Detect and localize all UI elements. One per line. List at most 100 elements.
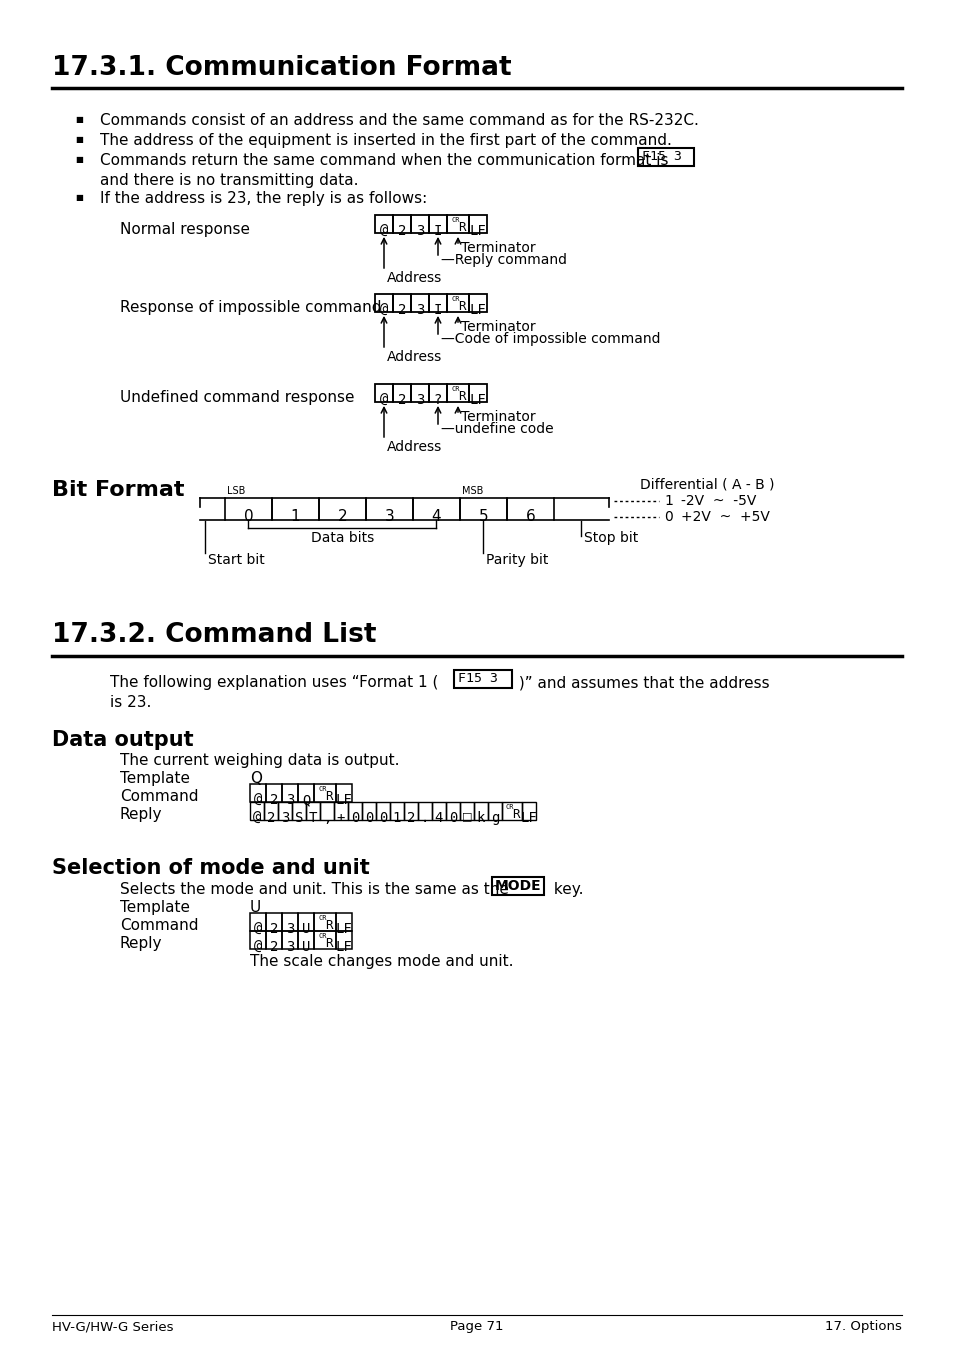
Text: 17. Options: 17. Options — [824, 1320, 901, 1332]
Bar — [413, 498, 459, 520]
Text: U: U — [301, 940, 310, 954]
Text: CR: CR — [318, 786, 327, 792]
Bar — [411, 294, 429, 312]
Text: Address: Address — [387, 271, 442, 285]
Text: MSB: MSB — [461, 486, 483, 495]
Text: 2: 2 — [270, 940, 278, 954]
Text: R: R — [457, 390, 465, 404]
Text: 0: 0 — [448, 811, 456, 825]
Bar — [393, 215, 411, 234]
Bar — [459, 498, 506, 520]
Text: CR: CR — [452, 386, 459, 391]
Bar — [272, 498, 318, 520]
Bar — [506, 498, 554, 520]
Text: 0: 0 — [378, 811, 387, 825]
Text: @: @ — [379, 224, 388, 238]
Bar — [225, 498, 272, 520]
Text: Q: Q — [250, 771, 262, 786]
Bar — [250, 784, 266, 802]
Text: CR: CR — [505, 805, 514, 810]
Text: CR: CR — [318, 933, 327, 940]
Text: 2: 2 — [270, 922, 278, 936]
Bar — [393, 383, 411, 402]
Text: U: U — [301, 922, 310, 936]
Text: ?: ? — [434, 393, 442, 406]
Text: The address of the equipment is inserted in the first part of the command.: The address of the equipment is inserted… — [100, 134, 671, 148]
Text: 2: 2 — [270, 792, 278, 807]
Bar — [318, 498, 366, 520]
Text: Reply: Reply — [120, 807, 162, 822]
Text: Command: Command — [120, 918, 198, 933]
Bar — [638, 148, 693, 166]
Bar — [266, 784, 282, 802]
Text: is 23.: is 23. — [110, 695, 152, 710]
Text: 2: 2 — [337, 509, 347, 524]
Bar — [446, 802, 459, 819]
Text: The following explanation uses “Format 1 (: The following explanation uses “Format 1… — [110, 675, 443, 690]
Bar — [334, 802, 348, 819]
Bar — [447, 215, 469, 234]
Text: ,: , — [322, 811, 331, 825]
Text: +2V  ~  +5V: +2V ~ +5V — [680, 510, 769, 524]
Text: Reply: Reply — [120, 936, 162, 950]
Bar — [459, 802, 474, 819]
Bar — [393, 294, 411, 312]
Bar — [411, 215, 429, 234]
Text: 5: 5 — [478, 509, 488, 524]
Text: R: R — [325, 919, 333, 931]
Text: 1: 1 — [291, 509, 300, 524]
Bar — [266, 913, 282, 931]
Bar — [282, 913, 297, 931]
Text: 0: 0 — [243, 509, 253, 524]
Bar — [469, 294, 486, 312]
Bar — [282, 931, 297, 949]
Text: Commands return the same command when the communication format is: Commands return the same command when th… — [100, 153, 668, 167]
Bar — [348, 802, 361, 819]
Text: Undefined command response: Undefined command response — [120, 390, 355, 405]
Text: 1: 1 — [663, 494, 672, 508]
Text: Template: Template — [120, 900, 190, 915]
Text: 17.3.1. Communication Format: 17.3.1. Communication Format — [52, 55, 511, 81]
Text: 2: 2 — [397, 224, 406, 238]
Bar — [314, 931, 335, 949]
Bar — [429, 215, 447, 234]
Text: CR: CR — [452, 296, 459, 302]
Bar — [277, 802, 292, 819]
Text: Stop bit: Stop bit — [583, 531, 638, 545]
Text: k: k — [476, 811, 485, 825]
Text: Page 71: Page 71 — [450, 1320, 503, 1332]
Text: CR: CR — [452, 217, 459, 223]
Text: R: R — [325, 937, 333, 950]
Bar — [297, 784, 314, 802]
Bar — [469, 215, 486, 234]
Text: @: @ — [379, 393, 388, 406]
Bar — [335, 784, 352, 802]
Text: Response of impossible command: Response of impossible command — [120, 300, 381, 315]
Text: -2V  ~  -5V: -2V ~ -5V — [680, 494, 756, 508]
Bar — [250, 802, 264, 819]
Text: 3: 3 — [416, 302, 424, 317]
Text: Selection of mode and unit: Selection of mode and unit — [52, 859, 370, 878]
Bar — [282, 784, 297, 802]
Bar — [411, 383, 429, 402]
Bar — [319, 802, 334, 819]
Bar — [432, 802, 446, 819]
Text: The current weighing data is output.: The current weighing data is output. — [120, 753, 399, 768]
Text: Command: Command — [120, 788, 198, 805]
Bar — [429, 383, 447, 402]
Text: 3: 3 — [286, 940, 294, 954]
Text: 0: 0 — [663, 510, 672, 524]
Bar — [250, 931, 266, 949]
Text: Terminator: Terminator — [460, 320, 535, 333]
Text: +: + — [336, 811, 345, 825]
Text: .: . — [420, 811, 429, 825]
Text: 2: 2 — [406, 811, 415, 825]
Text: LF: LF — [335, 922, 352, 936]
Bar — [447, 383, 469, 402]
Text: MODE: MODE — [495, 879, 541, 892]
Text: @: @ — [253, 940, 262, 954]
Bar — [250, 913, 266, 931]
Text: I: I — [434, 224, 442, 238]
Text: Data bits: Data bits — [311, 531, 374, 545]
Text: R: R — [325, 790, 333, 803]
